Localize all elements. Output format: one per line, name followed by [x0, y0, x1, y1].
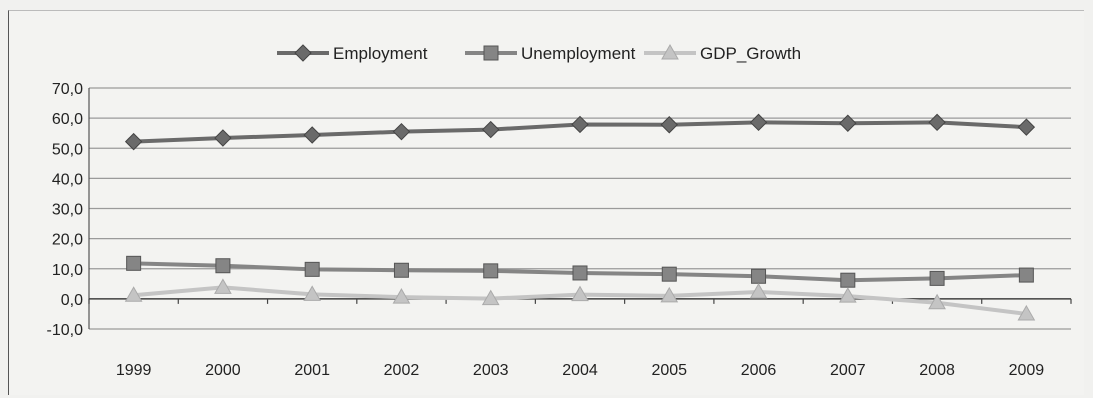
x-tick-label: 2002	[384, 362, 420, 379]
line-chart: 70,0 60,0 50,0 40,0 30,0 20,0 10,0 0,0 -10,0 1999…	[47, 43, 1072, 379]
employment-point	[303, 126, 321, 144]
unemployment-point	[215, 258, 231, 274]
gdp-growth-point	[838, 287, 857, 303]
employment-point	[928, 113, 946, 132]
unemployment-point	[483, 263, 499, 279]
y-tick-label: 0,0	[61, 292, 83, 309]
employment-point	[749, 113, 768, 132]
gdp-growth-point	[749, 282, 768, 299]
x-tick-label: 2001	[294, 362, 330, 379]
gdp-growth-point	[660, 286, 679, 303]
unemployment-point	[1018, 267, 1034, 283]
y-tick-label: -10,0	[47, 322, 84, 339]
gdp-growth-legend-label: GDP_Growth	[700, 44, 801, 63]
y-tick-label: 20,0	[52, 232, 83, 249]
x-tick-label: 2004	[562, 362, 598, 379]
employment-point	[571, 115, 589, 134]
unemployment-point	[126, 255, 142, 271]
y-tick-label: 60,0	[52, 111, 83, 128]
gdp-growth-point	[571, 285, 589, 302]
gdp-growth-point	[481, 289, 500, 306]
unemployment-point	[929, 270, 945, 286]
employment-point	[392, 122, 411, 141]
employment-point	[214, 129, 232, 147]
y-tick-label: 70,0	[52, 81, 83, 98]
unemployment-point	[661, 266, 677, 282]
employment-point	[1017, 118, 1036, 136]
employment-point	[124, 132, 143, 151]
x-tick-label: 2007	[830, 362, 866, 379]
unemployment-point	[751, 268, 767, 284]
x-tick-label: 2000	[205, 362, 241, 379]
x-tick-label: 2006	[741, 362, 777, 379]
gdp-growth-point	[214, 278, 232, 294]
x-tick-label: 1999	[116, 362, 152, 379]
y-tick-label: 30,0	[52, 202, 83, 219]
gdp-growth-point	[124, 286, 143, 302]
unemployment-point	[572, 265, 588, 281]
x-tick-label: 2005	[651, 362, 687, 379]
y-tick-label: 50,0	[52, 141, 83, 158]
x-tick-label: 2003	[473, 362, 509, 379]
chart-frame: 70,0 60,0 50,0 40,0 30,0 20,0 10,0 0,0 -10,0 1999…	[8, 10, 1084, 395]
y-tick-label: 10,0	[52, 262, 83, 279]
employment-legend-marker	[294, 44, 312, 62]
employment-point	[839, 114, 857, 132]
gdp-growth-point	[303, 285, 322, 301]
unemployment-point	[393, 262, 409, 278]
unemployment-legend-label: Unemployment	[521, 44, 636, 63]
x-tick-label: 2009	[1009, 362, 1045, 379]
unemployment-legend-marker	[483, 45, 499, 61]
gdp-growth-legend-marker	[661, 43, 679, 60]
gdp-growth-point	[1017, 304, 1036, 321]
y-tick-label: 40,0	[52, 171, 83, 188]
unemployment-point	[304, 261, 320, 277]
employment-point	[482, 120, 500, 139]
employment-point	[660, 116, 678, 134]
gdp-growth-point	[392, 288, 411, 304]
employment-legend-label: Employment	[333, 44, 428, 63]
gdp-growth-point	[928, 293, 946, 310]
x-tick-label: 2008	[919, 362, 955, 379]
unemployment-point	[840, 272, 856, 288]
